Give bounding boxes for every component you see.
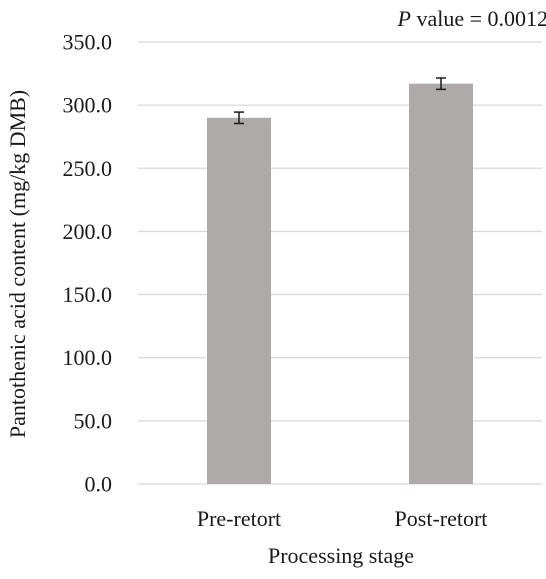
bar-layer xyxy=(207,83,473,485)
y-tick-label: 50.0 xyxy=(74,408,113,433)
y-tick-label: 300.0 xyxy=(63,93,113,118)
bar-post-retort xyxy=(409,83,473,484)
x-tick-label: Post-retort xyxy=(395,506,488,531)
error-bar xyxy=(436,77,446,91)
grid-layer xyxy=(138,41,542,485)
y-tick-label: 350.0 xyxy=(63,30,113,55)
y-axis-label: Pantothenic acid content (mg/kg DMB) xyxy=(5,90,30,438)
y-tick-label: 250.0 xyxy=(63,156,113,181)
x-tick-label: Pre-retort xyxy=(197,506,281,531)
x-axis-label: Processing stage xyxy=(268,543,414,568)
y-tick-label: 100.0 xyxy=(63,345,113,370)
y-tick-label: 150.0 xyxy=(63,282,113,307)
p-value-annotation: P value = 0.0012 xyxy=(396,6,546,31)
error-bar xyxy=(234,111,244,125)
y-tick-label: 200.0 xyxy=(63,219,113,244)
y-tick-label: 0.0 xyxy=(85,472,113,497)
bar-pre-retort xyxy=(207,117,271,485)
x-tick-labels: Pre-retort Post-retort xyxy=(197,506,488,531)
y-tick-labels: 0.0 50.0 100.0 150.0 200.0 250.0 300.0 350.0 xyxy=(63,30,113,497)
error-layer xyxy=(234,77,446,125)
